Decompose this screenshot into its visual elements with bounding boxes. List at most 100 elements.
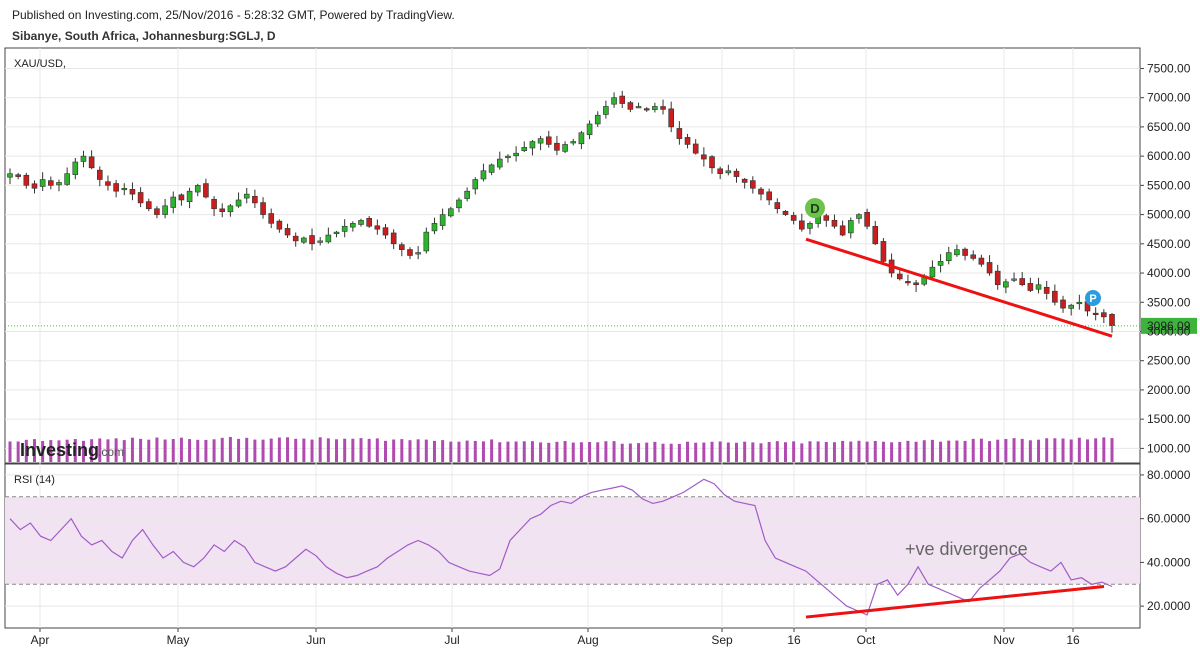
rsi-trend-line: [805, 584, 1105, 619]
volume-bar: [547, 442, 551, 462]
candle-body: [145, 201, 152, 210]
candle-body: [831, 219, 838, 227]
volume-bar: [188, 439, 192, 462]
candle-body: [627, 102, 634, 110]
time-tick-label: 16: [787, 633, 801, 647]
candle-body: [154, 208, 160, 215]
rsi-band-fill: [5, 496, 1140, 585]
volume-bar: [898, 441, 902, 462]
price-tick-label: 7500.00: [1147, 61, 1191, 75]
volume-bar: [367, 438, 371, 462]
volume-bar: [65, 439, 69, 462]
candle-body: [725, 170, 732, 174]
candle-body: [505, 155, 511, 159]
candle-body: [56, 182, 62, 186]
candle-body: [488, 164, 495, 173]
investing-logo: Investing .com: [20, 440, 124, 460]
price-pane-border: [4, 47, 1141, 464]
volume-bar: [1012, 438, 1016, 462]
candle-body: [1035, 284, 1042, 290]
price-series-label: XAU/USD,: [14, 58, 66, 70]
rsi-tick-label: 80.0000: [1147, 468, 1191, 482]
candle-body: [790, 215, 797, 221]
volume-bar: [759, 443, 763, 462]
price-tick-label: 2000.00: [1147, 383, 1191, 397]
volume-bar: [677, 443, 681, 462]
marker-d[interactable]: D: [805, 198, 825, 218]
volume-bar: [555, 441, 559, 462]
candle-body: [1101, 312, 1107, 318]
rsi-series-label: RSI (14): [14, 474, 55, 486]
candle-body: [423, 231, 430, 252]
volume-bar: [579, 442, 583, 462]
candle-body: [219, 208, 226, 212]
candle-body: [513, 152, 519, 157]
volume-bar: [1086, 439, 1090, 462]
volume-bar: [735, 442, 739, 462]
candle-body: [374, 225, 381, 230]
volume-bar: [930, 439, 934, 462]
candle-body: [464, 190, 470, 199]
candle-body: [937, 261, 944, 266]
candle-body: [758, 188, 764, 195]
candle-body: [594, 114, 601, 125]
volume-bar: [473, 440, 477, 462]
volume-bar: [686, 441, 690, 462]
volume-bar: [604, 441, 608, 462]
rsi-tick-label: 60.0000: [1147, 512, 1191, 526]
volume-bar: [326, 438, 330, 462]
volume-bar: [481, 441, 485, 462]
marker-p[interactable]: P: [1085, 290, 1101, 306]
candle-body: [847, 220, 854, 234]
volume-bar: [522, 441, 526, 462]
candle-body: [292, 235, 299, 242]
candle-body: [1068, 304, 1074, 309]
volume-bar: [702, 442, 706, 462]
candle-body: [1060, 299, 1066, 309]
candle-body: [782, 210, 789, 215]
volume-bar: [947, 440, 951, 462]
candle-body: [96, 169, 103, 180]
price-trend-line: [805, 237, 1113, 338]
candle-body: [333, 231, 340, 234]
candle-body: [701, 154, 707, 160]
candle-body: [72, 161, 79, 175]
price-tick-label: 6000.00: [1147, 149, 1191, 163]
volume-bar: [596, 442, 600, 462]
candle-body: [64, 173, 70, 185]
candle-body: [243, 193, 250, 199]
volume-bar: [783, 442, 787, 462]
volume-bar: [841, 440, 845, 462]
candle-body: [350, 223, 356, 228]
time-tick-label: May: [167, 633, 190, 647]
candle-body: [178, 194, 185, 201]
candle-body: [741, 178, 748, 183]
price-tick-label: 1000.00: [1147, 441, 1191, 455]
volume-bar: [726, 442, 730, 462]
volume-bar: [228, 436, 232, 462]
volume-bar: [767, 442, 771, 462]
candle-body: [970, 254, 977, 259]
volume-bar: [8, 441, 12, 462]
marker-d-circle: [805, 198, 825, 218]
volume-bar: [1069, 439, 1073, 462]
volume-bar: [498, 442, 502, 462]
candle-body: [194, 185, 201, 193]
volume-bar: [988, 441, 992, 462]
time-tick-label: Nov: [993, 633, 1014, 647]
candle-body: [562, 144, 568, 152]
candle-body: [611, 97, 617, 105]
time-tick-label: Apr: [31, 633, 50, 647]
volume-bar: [32, 439, 36, 462]
volume-bar: [963, 440, 967, 462]
candle-body: [129, 189, 136, 195]
candle-body: [643, 108, 650, 111]
marker-p-letter: P: [1089, 293, 1096, 305]
volume-bar: [139, 438, 143, 462]
volume-bar: [816, 441, 820, 462]
volume-bar: [922, 440, 926, 462]
candle-body: [496, 158, 503, 168]
time-tick-label: Aug: [577, 633, 598, 647]
candle-body: [1076, 301, 1083, 305]
